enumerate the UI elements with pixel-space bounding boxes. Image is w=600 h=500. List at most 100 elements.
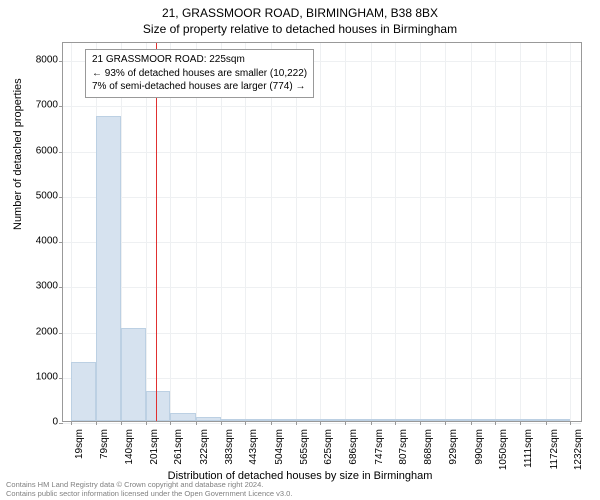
xtick-mark: [420, 421, 421, 425]
footer-line-1: Contains HM Land Registry data © Crown c…: [6, 480, 292, 489]
gridline-v: [170, 43, 171, 421]
histogram-bar: [71, 362, 96, 421]
xtick-mark: [520, 421, 521, 425]
ytick-mark: [59, 287, 63, 288]
histogram-bar: [471, 419, 496, 421]
xtick-label: 140sqm: [124, 429, 135, 465]
gridline-v: [420, 43, 421, 421]
xtick-label: 443sqm: [248, 429, 259, 465]
xtick-label: 1050sqm: [498, 429, 509, 470]
ytick-label: 1000: [8, 371, 58, 382]
reference-line: [156, 43, 158, 421]
xtick-mark: [146, 421, 147, 425]
ytick-mark: [59, 106, 63, 107]
xtick-label: 1172sqm: [549, 429, 560, 469]
xtick-label: 19sqm: [74, 429, 85, 459]
chart-container: 21, GRASSMOOR ROAD, BIRMINGHAM, B38 8BX …: [0, 0, 600, 500]
annotation-line: 7% of semi-detached houses are larger (7…: [92, 80, 307, 94]
gridline-v: [471, 43, 472, 421]
annotation-box: 21 GRASSMOOR ROAD: 225sqm← 93% of detach…: [85, 49, 314, 98]
histogram-bar: [546, 419, 571, 421]
xtick-mark: [221, 421, 222, 425]
xtick-mark: [546, 421, 547, 425]
gridline-v: [546, 43, 547, 421]
ytick-label: 0: [8, 417, 58, 428]
histogram-bar: [445, 419, 470, 421]
histogram-bar: [345, 419, 370, 421]
xtick-label: 747sqm: [374, 429, 385, 465]
histogram-bar: [320, 419, 345, 421]
xtick-label: 868sqm: [423, 429, 434, 465]
ytick-mark: [59, 378, 63, 379]
xtick-label: 322sqm: [199, 429, 210, 465]
annotation-line: ← 93% of detached houses are smaller (10…: [92, 67, 307, 81]
xtick-mark: [71, 421, 72, 425]
ytick-label: 4000: [8, 236, 58, 247]
gridline-v: [520, 43, 521, 421]
xtick-mark: [371, 421, 372, 425]
footer-attribution: Contains HM Land Registry data © Crown c…: [6, 480, 292, 498]
xtick-label: 79sqm: [99, 429, 110, 459]
xtick-label: 383sqm: [224, 429, 235, 465]
xtick-label: 261sqm: [173, 429, 184, 465]
gridline-v: [271, 43, 272, 421]
xtick-mark: [96, 421, 97, 425]
gridline-h: [63, 287, 581, 288]
xtick-mark: [121, 421, 122, 425]
ytick-mark: [59, 197, 63, 198]
histogram-bar: [96, 116, 121, 421]
annotation-line: 21 GRASSMOOR ROAD: 225sqm: [92, 53, 307, 67]
gridline-h: [63, 106, 581, 107]
xtick-mark: [395, 421, 396, 425]
ytick-mark: [59, 333, 63, 334]
xtick-mark: [271, 421, 272, 425]
histogram-bar: [245, 419, 270, 421]
gridline-v: [196, 43, 197, 421]
xtick-label: 807sqm: [398, 429, 409, 465]
xtick-label: 201sqm: [149, 429, 160, 465]
histogram-bar: [495, 419, 520, 421]
ytick-label: 2000: [8, 326, 58, 337]
gridline-v: [445, 43, 446, 421]
xtick-mark: [170, 421, 171, 425]
xtick-label: 686sqm: [348, 429, 359, 465]
gridline-h: [63, 152, 581, 153]
plot-area: 21 GRASSMOOR ROAD: 225sqm← 93% of detach…: [62, 42, 582, 422]
xtick-label: 1111sqm: [523, 429, 534, 468]
histogram-bar: [221, 419, 246, 421]
xtick-mark: [320, 421, 321, 425]
xtick-label: 504sqm: [274, 429, 285, 465]
xtick-mark: [345, 421, 346, 425]
histogram-bar: [520, 419, 545, 421]
histogram-bar: [121, 328, 146, 421]
ytick-label: 3000: [8, 281, 58, 292]
xtick-mark: [196, 421, 197, 425]
histogram-bar: [146, 391, 171, 421]
gridline-v: [345, 43, 346, 421]
gridline-v: [320, 43, 321, 421]
histogram-bar: [371, 419, 396, 421]
gridline-v: [296, 43, 297, 421]
title-address: 21, GRASSMOOR ROAD, BIRMINGHAM, B38 8BX: [0, 6, 600, 20]
xtick-mark: [495, 421, 496, 425]
ytick-label: 7000: [8, 100, 58, 111]
histogram-bar: [170, 413, 195, 421]
ytick-mark: [59, 152, 63, 153]
xtick-label: 990sqm: [474, 429, 485, 465]
ytick-label: 6000: [8, 145, 58, 156]
title-subtitle: Size of property relative to detached ho…: [0, 22, 600, 36]
ytick-label: 5000: [8, 190, 58, 201]
xtick-mark: [445, 421, 446, 425]
footer-line-2: Contains public sector information licen…: [6, 489, 292, 498]
ytick-mark: [59, 61, 63, 62]
gridline-v: [371, 43, 372, 421]
gridline-v: [495, 43, 496, 421]
xtick-mark: [245, 421, 246, 425]
gridline-v: [395, 43, 396, 421]
gridline-h: [63, 423, 581, 424]
gridline-h: [63, 197, 581, 198]
xtick-mark: [471, 421, 472, 425]
ytick-mark: [59, 423, 63, 424]
xtick-label: 1232sqm: [573, 429, 584, 470]
xtick-mark: [570, 421, 571, 425]
